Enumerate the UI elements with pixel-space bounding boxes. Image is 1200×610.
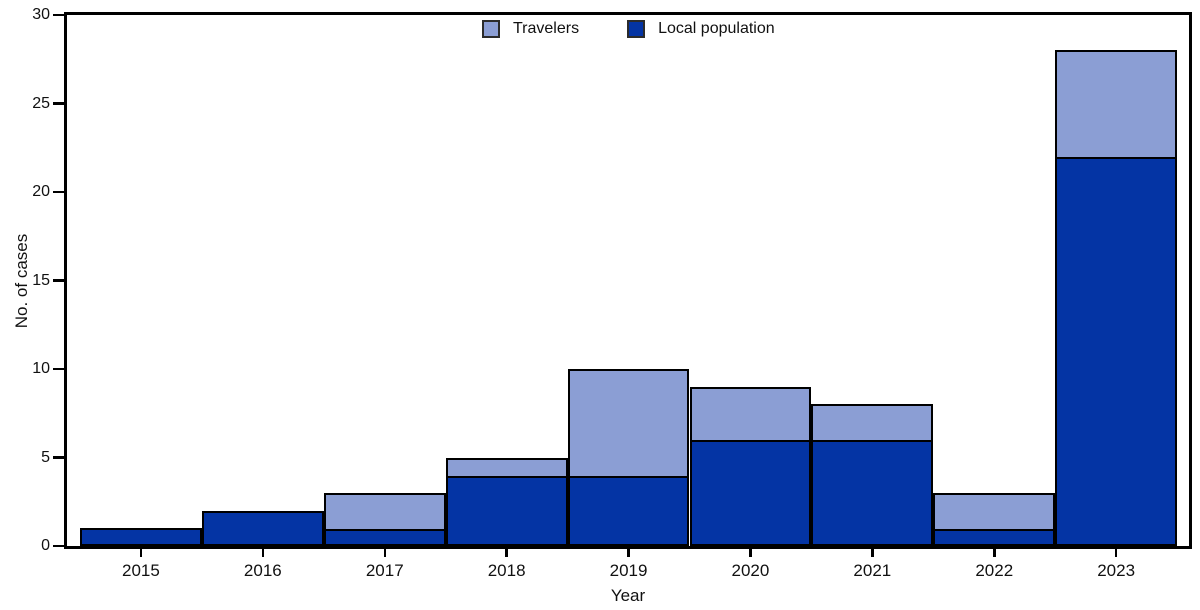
bar-segment-2020-travelers	[689, 386, 812, 443]
x-tick-label: 2018	[487, 561, 526, 580]
x-axis-title: Year	[610, 586, 646, 605]
bar-segment-2023-local-population	[1055, 156, 1178, 546]
bar-segment-2018-local-population	[445, 475, 568, 546]
bar-segment-2021-travelers	[811, 404, 934, 443]
bar-segment-2022-travelers	[933, 492, 1056, 531]
y-tick-label: 10	[32, 360, 50, 377]
bar-segment-2020-local-population	[689, 439, 812, 546]
x-tick	[627, 549, 630, 557]
x-tick-label: 2015	[122, 561, 160, 580]
y-tick	[53, 279, 64, 282]
bar-segment-2021-local-population	[811, 439, 934, 546]
x-tick-label: 2017	[365, 561, 404, 580]
y-tick-label: 0	[41, 537, 50, 554]
x-tick	[139, 549, 143, 557]
bar-segment-2017-travelers	[323, 492, 446, 531]
bar-segment-2017-local-population	[323, 528, 446, 546]
x-tick	[383, 549, 386, 557]
x-tick-label: 2022	[975, 561, 1014, 580]
bar-segment-2019-travelers	[567, 369, 690, 478]
bar-segment-2015-local-population	[80, 528, 202, 546]
y-tick-label: 20	[32, 183, 50, 200]
y-tick	[53, 102, 64, 105]
x-tick	[261, 549, 265, 557]
bar-segment-2019-local-population	[567, 475, 690, 546]
legend: Travelers Local population	[482, 20, 775, 38]
x-tick	[871, 549, 874, 557]
legend-item-travelers: Travelers	[482, 20, 579, 38]
x-tick-label: 2020	[731, 561, 770, 580]
y-tick-label: 30	[32, 6, 50, 23]
y-tick	[53, 544, 64, 548]
y-tick	[53, 13, 64, 17]
bar-segment-2022-local-population	[933, 528, 1056, 546]
x-tick-label: 2023	[1097, 561, 1136, 580]
x-tick-label: 2021	[853, 561, 892, 580]
legend-label-local-population: Local population	[658, 20, 775, 37]
bar-segment-2018-travelers	[445, 457, 568, 478]
local-population-swatch-icon	[627, 20, 646, 38]
legend-item-local-population: Local population	[627, 20, 775, 38]
y-tick-label: 5	[41, 448, 50, 466]
bar-segment-2016-local-population	[201, 510, 324, 546]
x-tick-label: 2016	[243, 561, 282, 580]
x-tick	[749, 549, 752, 557]
y-tick	[53, 456, 64, 459]
x-tick-label: 2019	[609, 561, 648, 580]
y-tick	[53, 367, 64, 371]
x-tick	[993, 549, 996, 557]
travelers-swatch-icon	[482, 20, 500, 38]
y-tick-label: 15	[32, 271, 50, 289]
x-tick	[505, 549, 508, 557]
y-axis-title: No. of cases	[12, 233, 31, 329]
bar-segment-2023-travelers	[1055, 50, 1178, 160]
y-tick-label: 25	[32, 94, 50, 112]
y-tick	[53, 190, 64, 194]
x-tick	[1114, 549, 1118, 557]
legend-label-travelers: Travelers	[513, 20, 580, 37]
